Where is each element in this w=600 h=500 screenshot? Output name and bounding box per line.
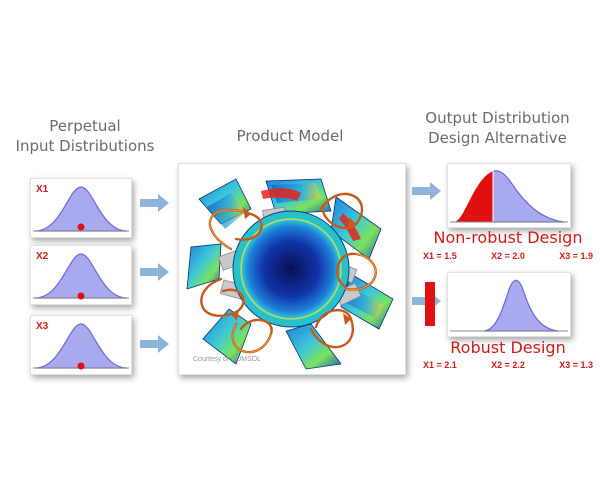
design-value: X1 = 1.5	[423, 251, 457, 261]
right-arrow-icon	[412, 182, 441, 200]
input-card-x2: X2	[30, 245, 132, 305]
design-values-robust: X1 = 2.1 X2 = 2.2 X3 = 1.3	[423, 360, 593, 370]
design-values-nonrobust: X1 = 1.5 X2 = 2.0 X3 = 1.9	[423, 251, 593, 261]
model-heading: Product Model	[236, 127, 344, 145]
product-model-card: Courtesy of COMSOL	[178, 163, 406, 375]
design-value: X2 = 2.0	[491, 251, 525, 261]
output-card-robust	[447, 272, 571, 337]
input-heading-line1: Perpetual	[49, 117, 121, 135]
input-label-x2: X2	[36, 251, 49, 262]
right-arrow-icon	[140, 335, 169, 353]
design-title-nonrobust: Non-robust Design	[433, 228, 583, 247]
input-heading: Perpetual Input Distributions	[10, 116, 160, 156]
input-card-x3: X3	[30, 315, 132, 375]
input-card-x1: X1	[30, 178, 132, 238]
design-value: X3 = 1.3	[559, 360, 593, 370]
bell-curve-icon	[33, 253, 129, 300]
sample-point-icon	[77, 292, 85, 300]
skewed-distribution-icon	[450, 168, 568, 223]
narrow-distribution-icon	[450, 279, 568, 332]
design-value: X3 = 1.9	[559, 251, 593, 261]
failure-region-bar	[425, 282, 435, 326]
design-value: X1 = 2.1	[423, 360, 457, 370]
right-arrow-icon	[140, 263, 169, 281]
output-heading-line2: Design Alternative	[428, 129, 567, 147]
design-title-robust: Robust Design	[450, 338, 566, 357]
design-value: X2 = 2.2	[491, 360, 525, 370]
bell-curve-icon	[33, 186, 129, 232]
output-heading: Output Distribution Design Alternative	[410, 108, 585, 148]
rotor-model-icon	[186, 178, 394, 370]
bell-curve-icon	[33, 323, 129, 370]
sample-point-icon	[77, 223, 85, 231]
sample-point-icon	[77, 362, 85, 370]
input-label-x1: X1	[36, 184, 49, 195]
model-credit: Courtesy of COMSOL	[193, 356, 262, 363]
right-arrow-icon	[140, 194, 169, 212]
input-heading-line2: Input Distributions	[15, 137, 155, 155]
output-card-nonrobust	[447, 163, 571, 228]
output-heading-line1: Output Distribution	[425, 109, 570, 127]
input-label-x3: X3	[36, 321, 49, 332]
